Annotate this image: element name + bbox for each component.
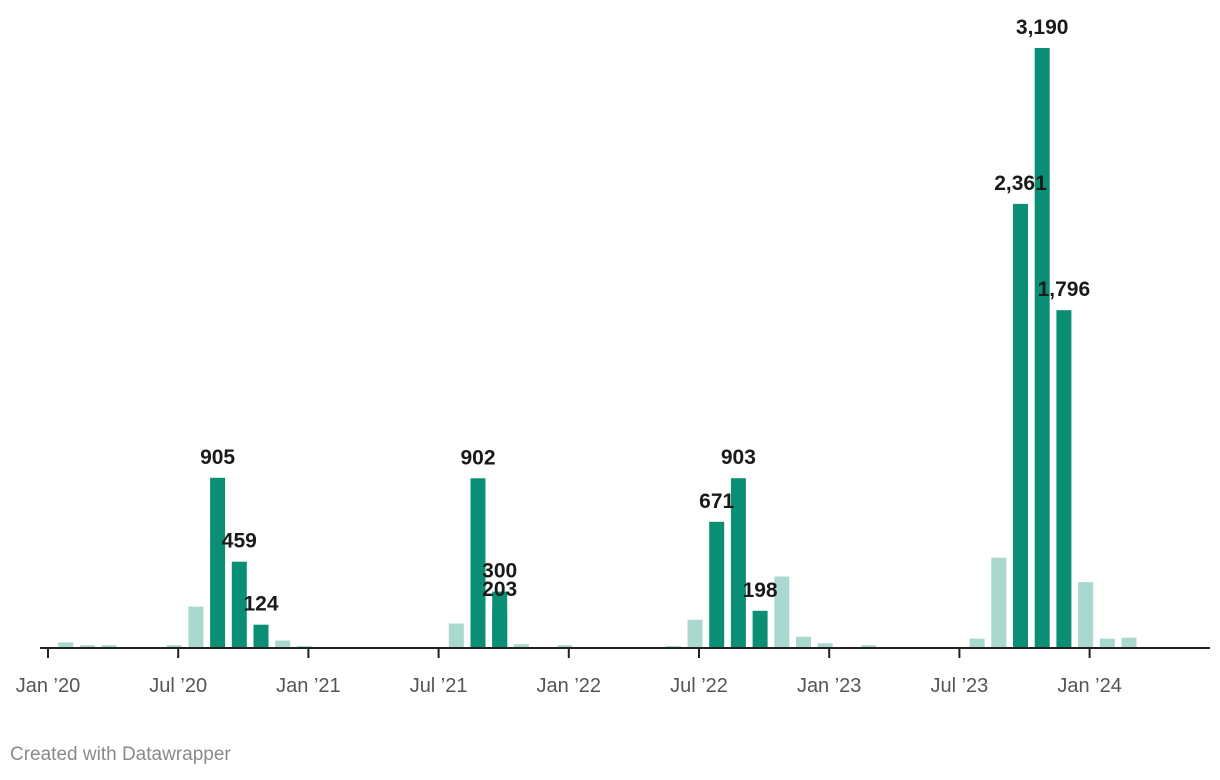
x-tick-label: Jul ’21 xyxy=(410,675,468,697)
data-label-aug-2020: 905 xyxy=(200,446,235,469)
data-label-dec-2022: 903 xyxy=(721,446,756,469)
bar-jun-2020 xyxy=(166,645,182,648)
bar-may-2024 xyxy=(1099,638,1115,648)
data-label-sep-2020: 459 xyxy=(222,530,257,553)
bar-oct-2022 xyxy=(687,619,703,648)
bar-nov-2020 xyxy=(275,640,291,648)
bar-feb-2023 xyxy=(774,576,790,648)
data-label-mar-2024: 1,796 xyxy=(1038,278,1091,301)
data-label-feb-2024: 3,190 xyxy=(1016,16,1069,39)
bar-feb-2020 xyxy=(79,645,95,648)
bar-apr-2022 xyxy=(557,645,573,648)
bar-mar-2023 xyxy=(796,636,811,648)
bar-jan-2020 xyxy=(58,642,74,648)
x-ticks-group: Jan ’20 Jul ’20 Jan ’21 Jul ’21 Jan ’22 Jul ’… xyxy=(16,648,1122,697)
bar-sep-2020 xyxy=(231,561,247,648)
bars-group xyxy=(58,48,1137,648)
bar-jun-2023 xyxy=(861,645,877,648)
data-label-dec-2021: 300 xyxy=(482,560,517,583)
bar-jan-2023 xyxy=(752,610,768,648)
bar-oct-2020 xyxy=(253,624,269,648)
data-label-oct-2020: 124 xyxy=(243,593,278,616)
bar-nov-2023 xyxy=(969,638,985,648)
bar-apr-2023 xyxy=(817,643,833,648)
bar-nov-2021 xyxy=(470,478,486,648)
data-label-jan-2022: 203 xyxy=(482,578,517,601)
x-tick-label: Jan ’24 xyxy=(1057,675,1122,697)
data-label-nov-2022: 671 xyxy=(699,490,734,513)
bar-feb-2024 xyxy=(1034,48,1050,648)
bar-nov-2022 xyxy=(709,521,725,648)
bar-oct-2021 xyxy=(448,623,464,648)
x-tick-label: Jan ’20 xyxy=(16,675,81,697)
bar-jul-2020 xyxy=(188,606,204,648)
bar-apr-2024 xyxy=(1078,582,1094,648)
x-tick-label: Jan ’23 xyxy=(797,675,862,697)
bar-aug-2020 xyxy=(210,477,226,648)
x-tick-label: Jul ’22 xyxy=(670,675,728,697)
data-label-jan-2024: 2,361 xyxy=(994,172,1047,195)
credit-text: Created with Datawrapper xyxy=(10,744,231,765)
bar-dec-2022 xyxy=(730,478,746,648)
x-tick-label: Jan ’22 xyxy=(537,675,602,697)
x-tick-label: Jul ’23 xyxy=(930,675,988,697)
bar-jun-2024 xyxy=(1121,637,1137,648)
bar-mar-2024 xyxy=(1056,310,1072,648)
data-label-jan-2023: 198 xyxy=(743,579,778,602)
bar-feb-2022 xyxy=(513,644,529,648)
data-label-nov-2021: 902 xyxy=(460,446,495,469)
bar-jan-2022 xyxy=(492,609,508,648)
bar-jan-2024 xyxy=(1013,203,1028,648)
bar-dec-2023 xyxy=(991,557,1007,648)
x-tick-label: Jan ’21 xyxy=(276,675,341,697)
bar-mar-2020 xyxy=(101,645,117,648)
x-tick-label: Jul ’20 xyxy=(149,675,207,697)
